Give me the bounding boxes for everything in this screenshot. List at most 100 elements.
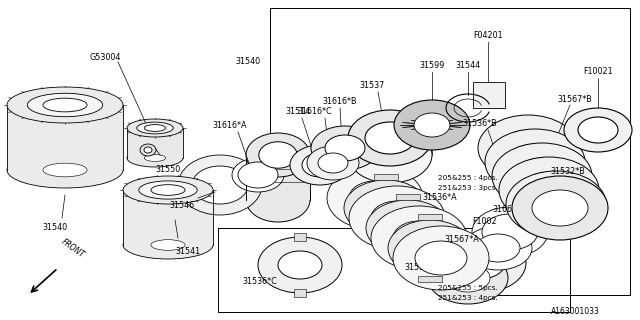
Polygon shape [418,214,442,220]
Text: F1002: F1002 [473,218,497,227]
Ellipse shape [521,172,577,208]
Ellipse shape [446,264,490,292]
Polygon shape [127,128,183,158]
Polygon shape [396,194,420,200]
Text: 31514: 31514 [285,108,310,116]
Ellipse shape [506,171,606,237]
Ellipse shape [478,115,578,181]
Ellipse shape [151,240,185,250]
Ellipse shape [415,241,467,275]
Ellipse shape [325,135,365,161]
Text: 31616*C: 31616*C [298,108,332,116]
Ellipse shape [512,176,608,240]
Text: 31544: 31544 [456,61,481,70]
Text: 31668: 31668 [493,205,518,214]
Ellipse shape [414,113,450,137]
Ellipse shape [528,186,584,222]
Ellipse shape [28,93,102,117]
Ellipse shape [499,157,599,223]
Ellipse shape [140,144,156,156]
Text: 31540: 31540 [236,58,260,67]
Ellipse shape [7,87,123,123]
Polygon shape [123,190,213,245]
Text: A163001033: A163001033 [551,308,600,316]
Ellipse shape [307,146,359,180]
Ellipse shape [127,149,183,167]
Ellipse shape [327,166,423,230]
Text: 31541: 31541 [175,247,200,257]
Ellipse shape [578,117,618,143]
Polygon shape [7,105,123,170]
Ellipse shape [246,178,310,222]
Ellipse shape [380,210,436,246]
Ellipse shape [137,122,173,134]
Text: 205&255 : 4pcs.: 205&255 : 4pcs. [438,175,498,181]
Ellipse shape [258,237,342,293]
Ellipse shape [464,226,532,270]
Text: 31567*B: 31567*B [557,95,593,105]
Text: 251&253 : 3pcs.: 251&253 : 3pcs. [438,185,498,191]
Ellipse shape [145,155,166,161]
Ellipse shape [43,163,87,177]
Ellipse shape [394,100,470,150]
Text: F10021: F10021 [583,68,613,76]
Ellipse shape [388,220,472,276]
Ellipse shape [127,119,183,137]
Text: 31546: 31546 [170,201,195,210]
Text: 31550: 31550 [156,165,180,174]
Ellipse shape [246,133,310,177]
Ellipse shape [348,110,432,166]
Text: 31532*A: 31532*A [404,263,440,273]
Text: 31616*A: 31616*A [212,121,247,130]
Ellipse shape [428,252,508,304]
Text: 205&255 : 5pcs.: 205&255 : 5pcs. [438,285,498,291]
Text: 31540: 31540 [42,223,68,233]
Ellipse shape [532,190,588,226]
Ellipse shape [393,226,489,290]
Ellipse shape [139,181,197,199]
Polygon shape [418,276,442,282]
Ellipse shape [472,207,548,257]
Ellipse shape [482,214,538,250]
Ellipse shape [507,144,563,180]
Ellipse shape [485,129,585,195]
Ellipse shape [151,185,185,195]
Polygon shape [294,289,306,297]
Ellipse shape [43,98,87,112]
Ellipse shape [144,147,152,153]
Polygon shape [374,174,398,180]
Ellipse shape [290,145,350,185]
Ellipse shape [371,201,423,235]
Ellipse shape [514,158,570,194]
Ellipse shape [344,180,428,236]
Text: 31536*A: 31536*A [422,194,458,203]
Ellipse shape [318,153,348,173]
Text: G53004: G53004 [90,53,121,62]
Ellipse shape [302,153,338,177]
Text: 31532*B: 31532*B [550,167,586,177]
Ellipse shape [476,234,520,262]
Ellipse shape [564,108,632,152]
Polygon shape [473,82,505,108]
Text: 31536*C: 31536*C [243,277,277,286]
Ellipse shape [393,221,445,255]
Ellipse shape [238,162,278,188]
Ellipse shape [145,124,166,132]
Ellipse shape [178,155,262,215]
Text: 31537: 31537 [360,82,385,91]
Ellipse shape [500,130,556,166]
Text: 31616*B: 31616*B [323,98,357,107]
Ellipse shape [349,181,401,215]
Polygon shape [246,155,310,200]
Ellipse shape [434,233,526,293]
Ellipse shape [192,166,248,204]
Ellipse shape [366,200,450,256]
Ellipse shape [455,247,505,279]
Text: F04201: F04201 [473,31,503,41]
Ellipse shape [348,127,432,183]
Ellipse shape [365,122,415,154]
Text: FRONT: FRONT [60,238,86,260]
Ellipse shape [358,190,414,226]
Polygon shape [396,256,420,262]
Text: 31536*B: 31536*B [463,119,497,129]
